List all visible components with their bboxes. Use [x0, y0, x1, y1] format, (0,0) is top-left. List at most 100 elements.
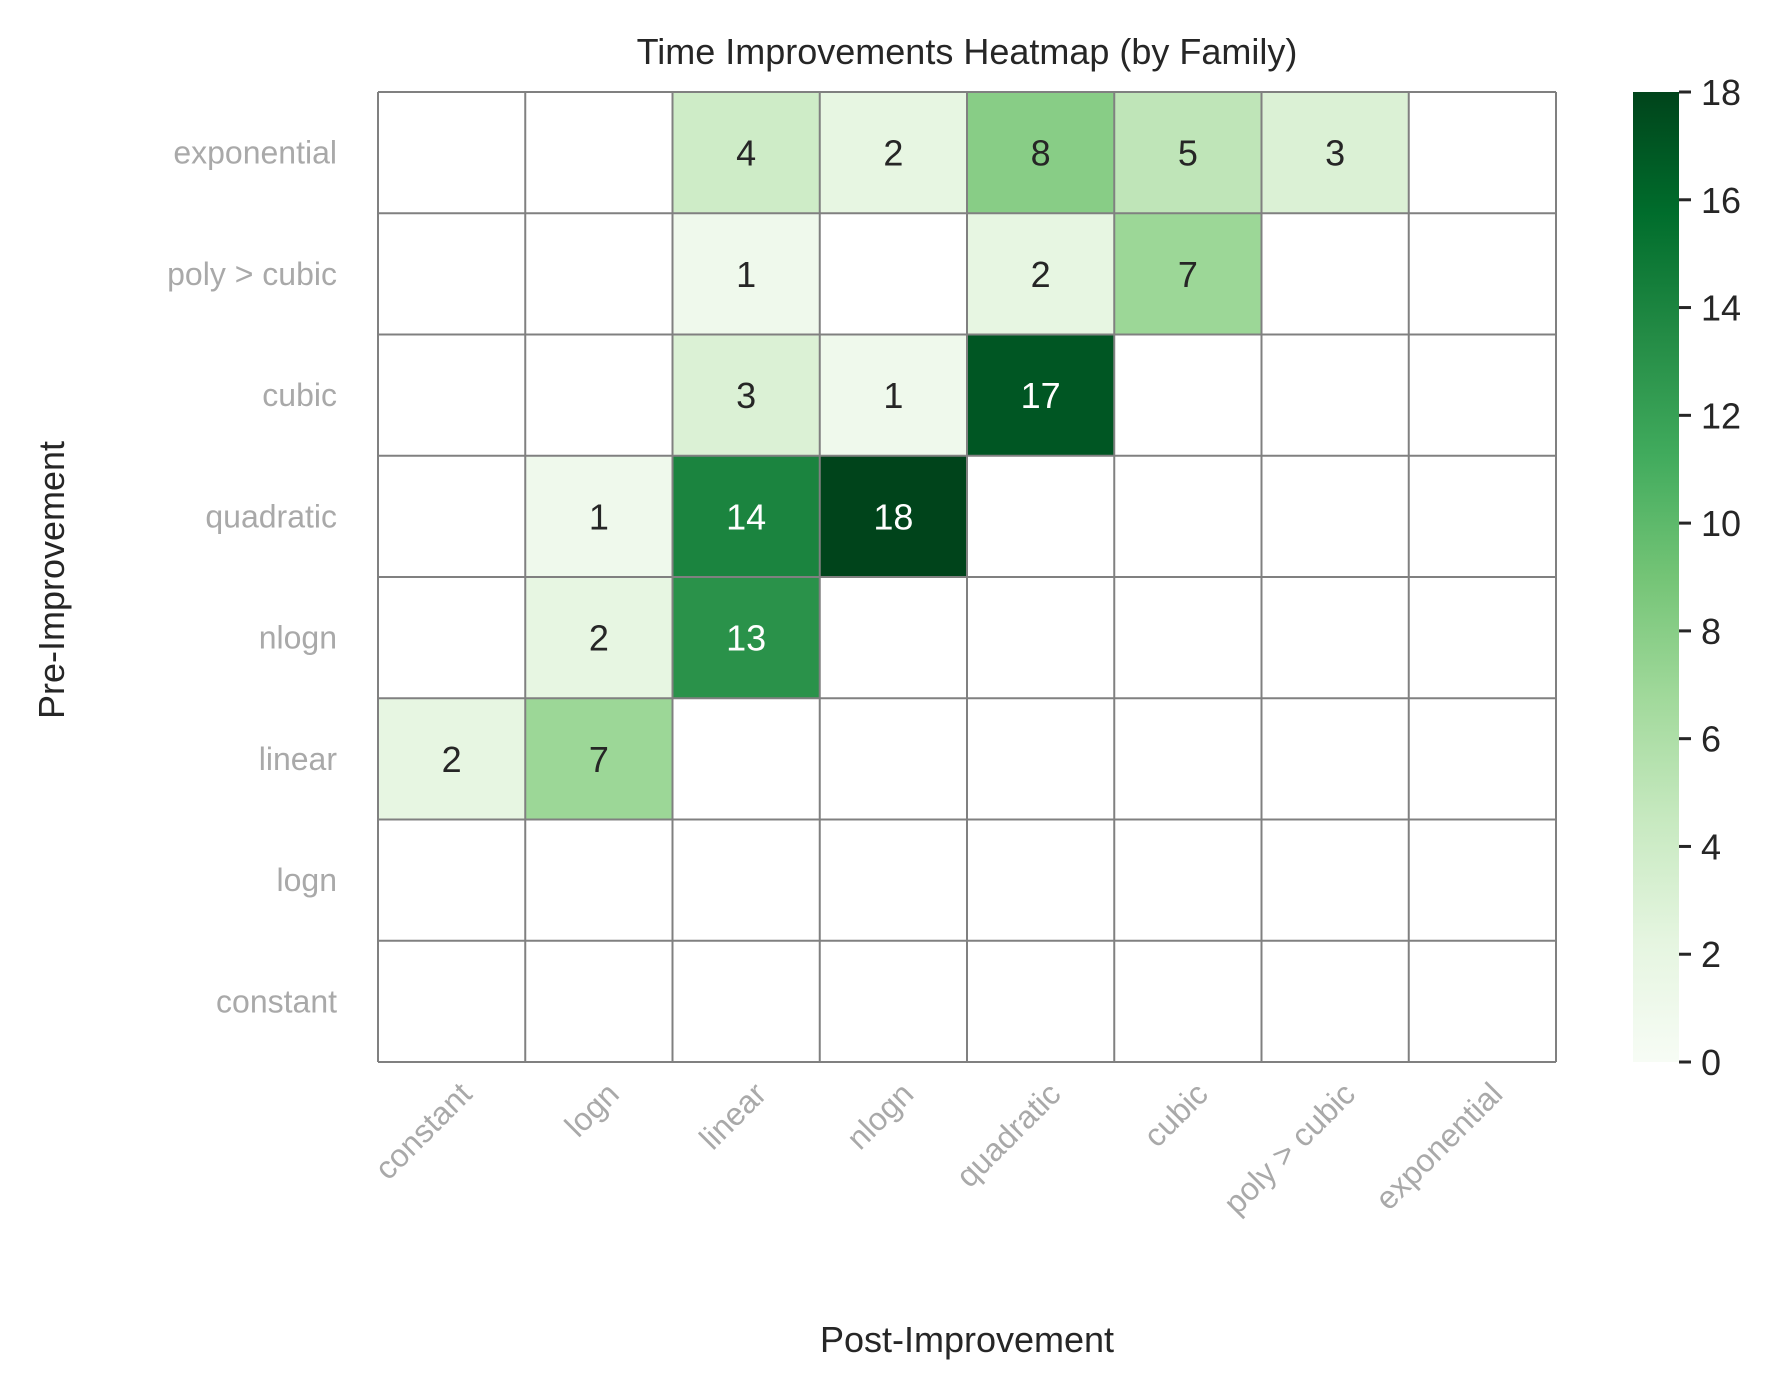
cell-value-label: 8 [1031, 133, 1051, 174]
heatmap-cell [1114, 92, 1262, 214]
x-tick-label: constant [368, 1075, 479, 1186]
heatmap-cell [819, 940, 967, 1062]
cell-value-label: 18 [873, 496, 913, 537]
colorbar-gradient [1633, 92, 1679, 1062]
heatmap-cell [819, 577, 967, 699]
cell-value-label: 2 [442, 739, 462, 780]
heatmap-cell [672, 819, 820, 941]
heatmap-cell [1261, 819, 1409, 941]
heatmap-cell [672, 455, 820, 577]
colorbar-tick-label: 18 [1701, 72, 1741, 113]
heatmap-cell [525, 334, 673, 456]
heatmap-cell [1261, 940, 1409, 1062]
heatmap-cell [1114, 940, 1262, 1062]
heatmap-cell [525, 92, 673, 214]
heatmap-cell [1408, 940, 1556, 1062]
heatmap-cell [1261, 92, 1409, 214]
heatmap-cell [672, 698, 820, 820]
heatmap-cell [819, 92, 967, 214]
cell-value-label: 14 [726, 496, 766, 537]
heatmap-cell [1114, 819, 1262, 941]
y-tick-label: linear [259, 741, 338, 777]
heatmap-cell [819, 455, 967, 577]
colorbar-tick-label: 8 [1701, 611, 1721, 652]
cell-value-label: 13 [726, 618, 766, 659]
heatmap-cell [525, 455, 673, 577]
colorbar-tick-label: 12 [1701, 395, 1741, 436]
heatmap-cell [378, 819, 526, 941]
heatmap-cell [1114, 455, 1262, 577]
x-tick-label: nlogn [840, 1075, 921, 1156]
x-tick-label: exponential [1368, 1075, 1509, 1216]
heatmap-cell [967, 819, 1115, 941]
x-tick-label: linear [692, 1075, 773, 1156]
heatmap-cell [1408, 334, 1556, 456]
heatmap-cell [1114, 334, 1262, 456]
colorbar-tick-label: 2 [1701, 934, 1721, 975]
heatmap-cell [967, 940, 1115, 1062]
heatmap-cells: 4 2 8 5 3 1 2 7 3 1 17 1 14 18 2 13 2 7 [378, 92, 1556, 1062]
heatmap-cell [967, 455, 1115, 577]
cell-value-label: 1 [589, 496, 609, 537]
y-tick-label: exponential [173, 135, 337, 171]
heatmap-cell [672, 334, 820, 456]
heatmap-cell [378, 940, 526, 1062]
heatmap-cell [378, 698, 526, 820]
heatmap-cell [1261, 334, 1409, 456]
y-tick-label: constant [216, 983, 337, 1019]
heatmap-cell [1408, 577, 1556, 699]
heatmap-cell [378, 92, 526, 214]
heatmap-cell [967, 577, 1115, 699]
heatmap-cell [378, 334, 526, 456]
cell-value-label: 2 [1031, 254, 1051, 295]
cell-value-label: 2 [883, 133, 903, 174]
heatmap-cell [1261, 577, 1409, 699]
heatmap-cell [672, 92, 820, 214]
cell-value-label: 7 [1178, 254, 1198, 295]
cell-value-label: 1 [883, 375, 903, 416]
heatmap-cell [672, 940, 820, 1062]
cell-value-label: 1 [736, 254, 756, 295]
chart-title: Time Improvements Heatmap (by Family) [637, 31, 1298, 72]
heatmap-cell [819, 213, 967, 335]
x-tick-label: poly > cubic [1216, 1075, 1362, 1221]
colorbar-tick-label: 4 [1701, 826, 1721, 867]
cell-value-label: 17 [1021, 375, 1061, 416]
heatmap-cell [1114, 698, 1262, 820]
colorbar-tick-label: 6 [1701, 719, 1721, 760]
heatmap-cell [967, 213, 1115, 335]
colorbar: 0 2 4 6 8 10 12 14 16 18 [1633, 72, 1741, 1083]
cell-value-label: 2 [589, 618, 609, 659]
heatmap-cell [1408, 819, 1556, 941]
heatmap-cell [1408, 455, 1556, 577]
heatmap-cell [819, 819, 967, 941]
heatmap-cell [378, 577, 526, 699]
heatmap-cell [819, 334, 967, 456]
heatmap-cell [672, 213, 820, 335]
heatmap-cell [525, 213, 673, 335]
cell-value-label: 7 [589, 739, 609, 780]
x-tick-label: cubic [1137, 1075, 1215, 1153]
heatmap-cell [525, 819, 673, 941]
y-tick-label: cubic [262, 377, 337, 413]
cell-value-label: 3 [1325, 133, 1345, 174]
heatmap-cell [967, 92, 1115, 214]
heatmap-cell [672, 577, 820, 699]
x-tick-label: quadratic [949, 1075, 1068, 1194]
y-tick-label: quadratic [205, 498, 337, 534]
y-tick-label: logn [277, 862, 338, 898]
heatmap-cell [1114, 213, 1262, 335]
cell-value-label: 4 [736, 133, 756, 174]
heatmap-cell [967, 698, 1115, 820]
y-axis-title: Pre-Improvement [31, 441, 72, 719]
heatmap-cell [1114, 577, 1262, 699]
heatmap-cell [525, 940, 673, 1062]
heatmap-cell [967, 334, 1115, 456]
heatmap-cell [1261, 213, 1409, 335]
cell-value-label: 3 [736, 375, 756, 416]
colorbar-tick-label: 10 [1701, 503, 1741, 544]
heatmap-cell [1408, 213, 1556, 335]
heatmap-cell [819, 698, 967, 820]
